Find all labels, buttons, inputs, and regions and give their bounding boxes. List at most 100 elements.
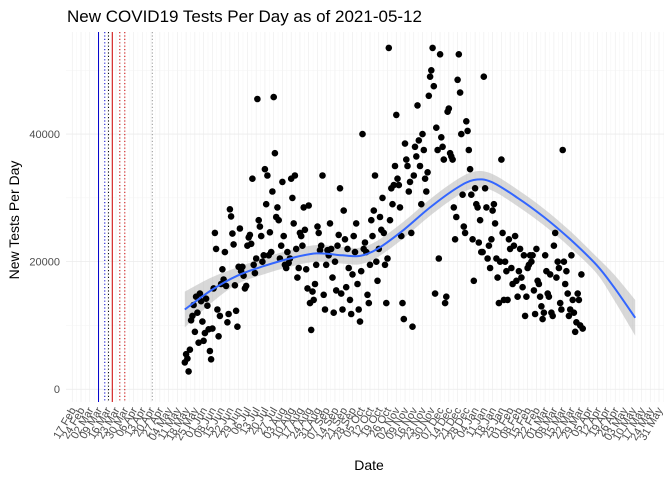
data-point bbox=[551, 229, 559, 237]
data-point bbox=[254, 95, 261, 103]
data-point bbox=[540, 309, 548, 317]
data-point bbox=[386, 216, 394, 224]
data-point bbox=[224, 319, 231, 326]
data-point bbox=[508, 264, 515, 272]
data-point bbox=[300, 204, 308, 211]
data-point bbox=[294, 274, 301, 281]
data-point bbox=[311, 280, 319, 288]
data-point bbox=[498, 156, 505, 163]
data-point bbox=[529, 252, 536, 259]
data-point bbox=[515, 267, 523, 275]
data-point bbox=[406, 178, 414, 186]
y-tick-label: 0 bbox=[54, 384, 60, 396]
data-point bbox=[305, 202, 313, 209]
data-point bbox=[520, 252, 528, 259]
data-point bbox=[461, 229, 469, 237]
data-point bbox=[314, 223, 321, 230]
data-point bbox=[204, 302, 211, 310]
data-point bbox=[571, 328, 579, 336]
data-point bbox=[211, 229, 219, 237]
x-axis-title: Date bbox=[354, 457, 384, 473]
data-point bbox=[189, 312, 196, 320]
data-point bbox=[488, 236, 495, 243]
data-point bbox=[320, 291, 328, 299]
data-point bbox=[371, 172, 379, 179]
data-point bbox=[370, 207, 378, 214]
data-point bbox=[565, 312, 573, 320]
data-point bbox=[264, 172, 271, 179]
data-point bbox=[312, 261, 320, 269]
data-point bbox=[514, 293, 521, 301]
data-point bbox=[510, 242, 518, 249]
data-point bbox=[366, 261, 374, 269]
data-point bbox=[474, 204, 481, 211]
data-point bbox=[496, 258, 504, 266]
data-point bbox=[494, 274, 501, 281]
data-point bbox=[459, 191, 466, 198]
data-point bbox=[359, 130, 366, 138]
data-point bbox=[458, 130, 465, 138]
data-point bbox=[570, 309, 578, 317]
data-point bbox=[490, 200, 498, 208]
data-point bbox=[284, 248, 291, 256]
data-point bbox=[436, 51, 444, 58]
data-point bbox=[546, 271, 554, 278]
data-point bbox=[379, 194, 386, 202]
data-point bbox=[426, 73, 434, 80]
data-point bbox=[247, 240, 255, 248]
data-point bbox=[460, 223, 468, 230]
data-point bbox=[326, 220, 334, 227]
data-point bbox=[302, 266, 310, 273]
data-point bbox=[310, 296, 318, 304]
data-point bbox=[332, 287, 340, 294]
data-point bbox=[420, 146, 428, 154]
data-point bbox=[491, 220, 499, 227]
data-point bbox=[227, 213, 235, 220]
data-point bbox=[569, 296, 576, 304]
data-point bbox=[291, 172, 299, 179]
data-point bbox=[304, 285, 311, 292]
data-point bbox=[315, 229, 323, 237]
data-point bbox=[364, 291, 371, 299]
data-point bbox=[495, 299, 503, 307]
data-point bbox=[560, 258, 568, 266]
data-point bbox=[277, 242, 285, 249]
data-point bbox=[231, 282, 239, 289]
data-point bbox=[380, 229, 388, 237]
data-point bbox=[453, 213, 460, 221]
data-point bbox=[439, 143, 446, 151]
data-point bbox=[405, 188, 413, 195]
data-point bbox=[463, 118, 470, 125]
data-point bbox=[206, 347, 214, 355]
data-point bbox=[200, 337, 207, 345]
data-point bbox=[424, 169, 431, 176]
data-point bbox=[549, 312, 556, 320]
data-point bbox=[376, 213, 384, 221]
data-point bbox=[418, 200, 425, 208]
data-point bbox=[533, 245, 540, 253]
data-point bbox=[275, 216, 283, 224]
data-point bbox=[434, 146, 441, 154]
data-point bbox=[433, 124, 440, 131]
data-point bbox=[199, 318, 206, 325]
data-point bbox=[329, 274, 336, 281]
data-point bbox=[400, 315, 408, 323]
data-point bbox=[456, 89, 464, 96]
data-point bbox=[214, 306, 221, 313]
data-point bbox=[451, 236, 459, 243]
data-point bbox=[373, 258, 380, 266]
data-point bbox=[319, 172, 326, 179]
data-point bbox=[317, 242, 325, 249]
data-point bbox=[484, 255, 491, 262]
data-point bbox=[229, 230, 236, 237]
data-point bbox=[455, 51, 463, 58]
data-point bbox=[443, 293, 450, 301]
data-point bbox=[219, 266, 226, 273]
data-point bbox=[269, 188, 276, 195]
data-point bbox=[471, 185, 479, 192]
data-point bbox=[331, 258, 339, 266]
data-point bbox=[454, 76, 461, 84]
data-point bbox=[518, 274, 525, 281]
data-point bbox=[384, 255, 391, 262]
